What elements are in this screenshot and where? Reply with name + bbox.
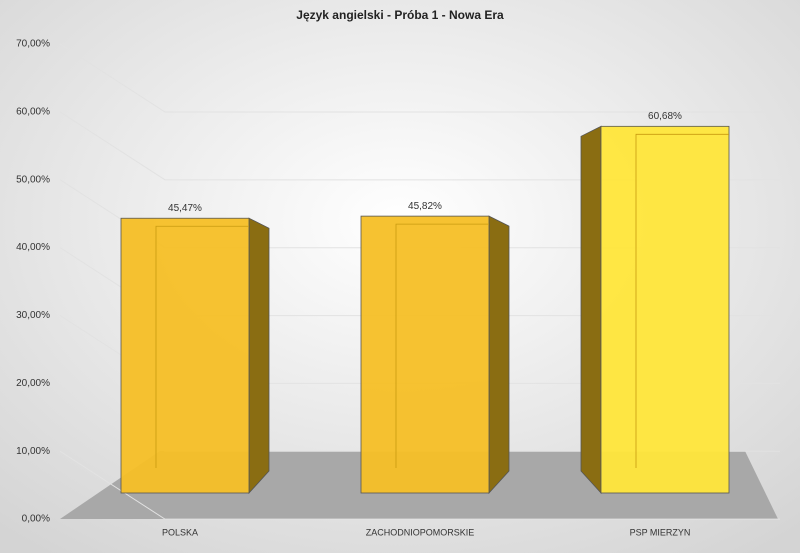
bar: [600, 125, 730, 494]
y-tick-label: 0,00%: [22, 514, 50, 525]
bar-inner-edge: [395, 223, 489, 468]
x-tick-label: PSP MIERZYN: [630, 527, 691, 537]
y-tick-label: 60,00%: [16, 106, 50, 117]
y-tick-label: 70,00%: [16, 39, 50, 50]
bar: [120, 217, 250, 494]
y-tick-label: 20,00%: [16, 378, 50, 389]
x-tick-label: POLSKA: [162, 527, 198, 537]
chart-title: Język angielski - Próba 1 - Nowa Era: [296, 8, 504, 22]
bar-side: [248, 217, 270, 495]
x-tick-label: ZACHODNIOPOMORSKIE: [366, 527, 475, 537]
value-label: 45,47%: [168, 203, 202, 214]
bar-inner-edge: [155, 225, 249, 468]
bar-side: [488, 215, 510, 495]
value-label: 45,82%: [408, 201, 442, 212]
grid-line: [59, 111, 780, 181]
bar-side: [580, 125, 602, 495]
bar: [360, 215, 490, 494]
grid-line: [59, 43, 780, 113]
y-tick-label: 10,00%: [16, 446, 50, 457]
value-label: 60,68%: [648, 111, 682, 122]
grid-line: [59, 450, 780, 520]
bar-inner-edge: [635, 133, 729, 468]
y-tick-label: 40,00%: [16, 242, 50, 253]
y-tick-label: 30,00%: [16, 310, 50, 321]
y-tick-label: 50,00%: [16, 174, 50, 185]
